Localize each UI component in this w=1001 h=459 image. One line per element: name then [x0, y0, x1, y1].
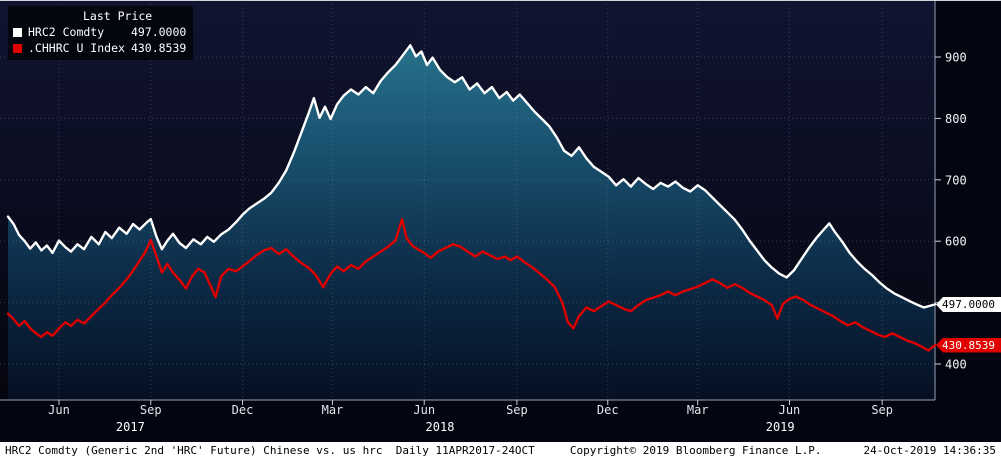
x-axis-month-label: Mar [322, 403, 344, 417]
series-label: .CHHRC U Index [28, 41, 125, 55]
y-axis-tick-label: 900 [945, 51, 967, 65]
y-axis-tick-label: 600 [945, 235, 967, 249]
x-axis-month-label: Mar [687, 403, 709, 417]
grid-lines [0, 0, 935, 400]
series-label: HRC2 Comdty [28, 25, 105, 39]
x-axis-month-label: Sep [140, 403, 162, 417]
y-axis-tick-label: 700 [945, 173, 967, 187]
x-axis-year-label: 2018 [426, 420, 455, 434]
copyright-text: Copyright© 2019 Bloomberg Finance L.P. [569, 444, 822, 457]
chart-description: HRC2 Comdty (Generic 2nd 'HRC' Future) C… [5, 444, 535, 457]
timestamp: 24-Oct-2019 14:36:35 [863, 444, 996, 457]
x-axis-labels: Jun Sep Dec Mar Jun Sep Dec Mar Jun Sep 2017 2018 20… [48, 403, 893, 434]
legend-item[interactable]: HRC2 Comdty 497.0000 [13, 24, 186, 40]
x-axis-month-label: Dec [597, 403, 619, 417]
price-chart[interactable]: Jun Sep Dec Mar Jun Sep Dec Mar Jun Sep 2017 2018 20… [0, 0, 1001, 442]
x-axis-month-label: Dec [232, 403, 254, 417]
x-axis-month-label: Jun [779, 403, 801, 417]
x-axis-year-label: 2017 [116, 420, 145, 434]
legend-item[interactable]: .CHHRC U Index 430.8539 [13, 40, 186, 56]
last-price-marker: 430.8539 [936, 337, 1001, 353]
series-last-price: 497.0000 [130, 25, 187, 39]
x-axis-month-label: Sep [506, 403, 528, 417]
series-last-price: 430.8539 [130, 41, 187, 55]
x-axis-month-label: Jun [48, 403, 70, 417]
series-swatch-icon [13, 27, 22, 37]
y-axis-labels: 400500600700800900 [945, 51, 967, 372]
series-swatch-icon [13, 43, 22, 53]
last-price-marker: 497.0000 [936, 296, 1001, 312]
y-axis-tick-label: 400 [945, 358, 967, 372]
x-axis-year-label: 2019 [766, 420, 795, 434]
chart-legend: Last Price HRC2 Comdty 497.0000 .CHHRC U I… [8, 6, 194, 60]
legend-rows: HRC2 Comdty 497.0000 .CHHRC U Index 430.853… [13, 24, 186, 56]
x-axis-month-label: Sep [871, 403, 893, 417]
hrc2-comdty-line [6, 44, 937, 309]
x-axis-month-label: Jun [413, 403, 435, 417]
chhrc-u-index-line [6, 217, 937, 352]
hrc2-area-fill [8, 45, 935, 401]
y-axis-tick-label: 800 [945, 112, 967, 126]
status-bar: HRC2 Comdty (Generic 2nd 'HRC' Future) C… [0, 442, 1001, 459]
window-top-border [0, 0, 1001, 1]
legend-title: Last Price [83, 9, 153, 23]
